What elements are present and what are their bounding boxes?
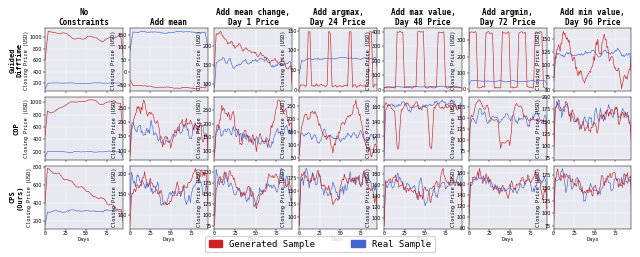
X-axis label: Days: Days — [417, 237, 429, 242]
Y-axis label: Closing Price (USD): Closing Price (USD) — [24, 99, 29, 158]
Y-axis label: Closing Price (USD): Closing Price (USD) — [282, 30, 287, 90]
Y-axis label: Closing Price (USD): Closing Price (USD) — [27, 167, 32, 227]
Y-axis label: Closing Price (USD): Closing Price (USD) — [451, 99, 456, 158]
Y-axis label: Closing Price (USD): Closing Price (USD) — [536, 99, 541, 158]
Text: Add mean: Add mean — [150, 18, 188, 27]
X-axis label: Days: Days — [332, 237, 344, 242]
Y-axis label: Closing Price (USD): Closing Price (USD) — [112, 99, 117, 158]
Text: Add argmax,
Day 24 Price: Add argmax, Day 24 Price — [310, 8, 366, 27]
Y-axis label: Closing Price (USD): Closing Price (USD) — [112, 167, 117, 227]
Y-axis label: Closing Price (USD): Closing Price (USD) — [24, 30, 29, 90]
Y-axis label: Closing Price (USD): Closing Price (USD) — [196, 30, 202, 90]
Text: Add max value,
Day 48 Price: Add max value, Day 48 Price — [390, 8, 456, 27]
Y-axis label: Closing Price (USD): Closing Price (USD) — [282, 99, 287, 158]
Legend: Generated Sample, Real Sample: Generated Sample, Real Sample — [205, 236, 435, 252]
Text: Add mean change,
Day 1 Price: Add mean change, Day 1 Price — [216, 8, 291, 27]
Text: Add argmin,
Day 72 Price: Add argmin, Day 72 Price — [480, 8, 536, 27]
X-axis label: Days: Days — [77, 237, 90, 242]
Y-axis label: Closing Price (USD): Closing Price (USD) — [196, 99, 202, 158]
Text: No
Constraints: No Constraints — [58, 8, 109, 27]
Y-axis label: Closing Price (USD): Closing Price (USD) — [451, 30, 456, 90]
X-axis label: Days: Days — [247, 237, 260, 242]
Text: Guided
DiffTime: Guided DiffTime — [10, 43, 22, 77]
Text: CPS
(Ours): CPS (Ours) — [10, 184, 22, 210]
Y-axis label: Closing Price (USD): Closing Price (USD) — [366, 99, 371, 158]
Y-axis label: Closing Price (USD): Closing Price (USD) — [366, 167, 371, 227]
Y-axis label: Closing Price (USD): Closing Price (USD) — [536, 30, 541, 90]
Y-axis label: Closing Price (USD): Closing Price (USD) — [196, 167, 202, 227]
Text: COP: COP — [13, 122, 19, 135]
Text: Add min value,
Day 96 Price: Add min value, Day 96 Price — [560, 8, 625, 27]
Y-axis label: Closing Price (USD): Closing Price (USD) — [111, 30, 116, 90]
Y-axis label: Closing Price (USD): Closing Price (USD) — [536, 167, 541, 227]
Y-axis label: Closing Price (USD): Closing Price (USD) — [282, 167, 287, 227]
Y-axis label: Closing Price (USD): Closing Price (USD) — [366, 30, 371, 90]
X-axis label: Days: Days — [586, 237, 599, 242]
X-axis label: Days: Days — [163, 237, 175, 242]
X-axis label: Days: Days — [502, 237, 514, 242]
Y-axis label: Closing Price (USD): Closing Price (USD) — [451, 167, 456, 227]
